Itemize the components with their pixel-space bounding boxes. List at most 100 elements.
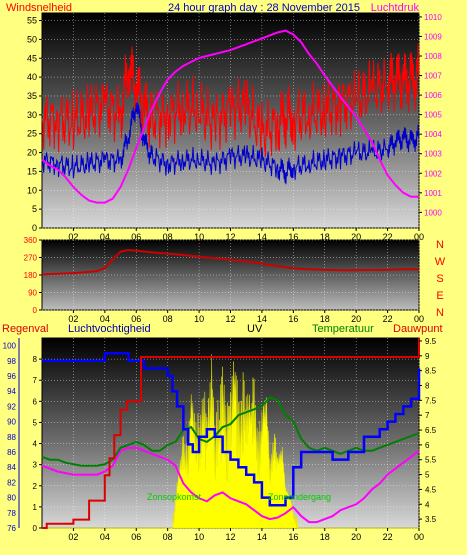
wind-speed-line (41, 43, 420, 158)
x-tick-label: 20 (351, 314, 361, 324)
direction-tick-label: 90 (28, 289, 37, 298)
temperature-tick-label: 9 (425, 352, 430, 361)
compass-label: N (436, 307, 444, 319)
windspeed-tick-label: 50 (27, 34, 37, 44)
dewpoint-label: Dauwpunt (393, 323, 443, 335)
x-tick-label: 18 (320, 314, 330, 324)
x-tick-label: 12 (225, 314, 235, 324)
x-tick-label: 10 (194, 232, 204, 242)
pressure-tick-label: 1001 (424, 189, 442, 198)
humidity-tick-label: 76 (7, 524, 16, 533)
humidity-tick-label: 94 (7, 387, 16, 396)
x-tick-label: 12 (225, 232, 235, 242)
humidity-tick-label: 96 (7, 372, 16, 381)
temperature-tick-label: 6.5 (425, 426, 437, 435)
compass-label: S (436, 273, 443, 285)
rain-tick-label: 8 (33, 355, 38, 364)
humidity-tick-label: 82 (7, 478, 16, 487)
x-tick-label: 08 (163, 532, 173, 542)
direction-tick-label: 270 (24, 254, 38, 263)
wind-direction-time-axis: 02 04 06 08 10 12 14 16 18 20 22 00 (68, 310, 424, 324)
wind-direction-axis: 0 90 180 270 360 (24, 236, 42, 315)
rain-humidity-time-axis: 02 04 06 08 10 12 14 16 18 20 22 00 (68, 528, 424, 542)
windspeed-tick-label: 10 (27, 185, 37, 195)
x-tick-label: 04 (100, 532, 110, 542)
temperature-line (41, 396, 420, 467)
wind-direction-series (41, 249, 419, 276)
x-tick-label: 18 (320, 232, 330, 242)
rain-line (42, 338, 420, 529)
x-tick-label: 10 (194, 532, 204, 542)
humidity-tick-label: 86 (7, 448, 16, 457)
windspeed-tick-label: 5 (32, 204, 37, 214)
dewpoint-line (41, 446, 420, 524)
pressure-tick-label: 1009 (424, 32, 442, 41)
x-tick-label: 06 (131, 314, 141, 324)
compass-label: W (435, 256, 446, 268)
x-tick-label: 12 (225, 532, 235, 542)
windspeed-tick-label: 15 (27, 166, 37, 176)
x-tick-label: 22 (383, 232, 393, 242)
x-tick-label: 16 (288, 314, 298, 324)
sunset-label: Zonsondergang (268, 492, 331, 502)
windspeed-tick-label: 20 (27, 148, 37, 158)
humidity-axis: 76 78 80 82 84 86 88 90 92 94 96 98 100 (3, 338, 20, 533)
direction-tick-label: 180 (24, 271, 38, 280)
rain-tick-label: 2 (33, 482, 38, 491)
humidity-label: Luchtvochtigheid (68, 323, 151, 335)
x-tick-label: 20 (351, 532, 361, 542)
x-tick-label: 06 (131, 532, 141, 542)
pressure-tick-label: 1003 (424, 150, 442, 159)
x-tick-label: 18 (320, 532, 330, 542)
header-left: Windsnelheid (6, 2, 72, 14)
x-tick-label: 00 (414, 232, 424, 242)
temperature-tick-label: 7.5 (425, 396, 437, 405)
windspeed-tick-label: 30 (27, 110, 37, 120)
header-title: 24 hour graph day : 28 November 2015 (168, 2, 360, 14)
pressure-tick-label: 1007 (424, 72, 442, 81)
x-tick-label: 14 (257, 232, 267, 242)
humidity-tick-label: 88 (7, 433, 16, 442)
compass-label: N (436, 239, 444, 251)
humidity-tick-label: 80 (7, 494, 16, 503)
wind-pressure-series (41, 29, 420, 204)
pressure-tick-label: 1005 (424, 111, 442, 120)
wind-direction-line (41, 249, 419, 276)
rain-tick-label: 4 (33, 440, 38, 449)
temperature-axis: 3.5 4 4.5 5 5.5 6 6.5 7 7.5 8 8.5 9 9.5 (419, 337, 437, 524)
humidity-tick-label: 100 (3, 342, 17, 351)
x-tick-label: 00 (414, 314, 424, 324)
pressure-line (41, 29, 419, 204)
windspeed-tick-label: 0 (32, 223, 37, 233)
x-tick-label: 22 (383, 532, 393, 542)
pressure-tick-label: 1010 (424, 13, 442, 22)
uv-label: UV (247, 323, 263, 335)
x-tick-label: 04 (100, 314, 110, 324)
direction-tick-label: 0 (33, 306, 38, 315)
wind-gust-line (41, 102, 420, 185)
rain-humidity-series (41, 338, 421, 529)
humidity-tick-label: 98 (7, 357, 16, 366)
x-tick-label: 04 (100, 232, 110, 242)
x-tick-label: 02 (68, 232, 78, 242)
pressure-tick-label: 1006 (424, 91, 442, 100)
temperature-tick-label: 8 (425, 382, 430, 391)
windspeed-tick-label: 55 (27, 16, 37, 26)
temperature-tick-label: 4.5 (425, 485, 437, 494)
x-tick-label: 16 (288, 532, 298, 542)
windspeed-tick-label: 25 (27, 129, 37, 139)
humidity-tick-label: 78 (7, 509, 16, 518)
windspeed-tick-label: 40 (27, 72, 37, 82)
uv-area (42, 354, 419, 529)
header-right: Luchtdruk (371, 2, 420, 14)
temperature-label: Temperatuur (312, 323, 374, 335)
sunrise-label: Zonsopkomst (147, 492, 202, 502)
pressure-tick-label: 1004 (424, 130, 442, 139)
rain-tick-label: 1 (33, 503, 38, 512)
rain-axis: 0 1 2 3 4 5 6 7 8 (33, 355, 42, 533)
pressure-tick-label: 1000 (424, 208, 442, 217)
temperature-tick-label: 3.5 (425, 515, 437, 524)
pressure-tick-label: 1002 (424, 169, 442, 178)
x-tick-label: 02 (68, 532, 78, 542)
